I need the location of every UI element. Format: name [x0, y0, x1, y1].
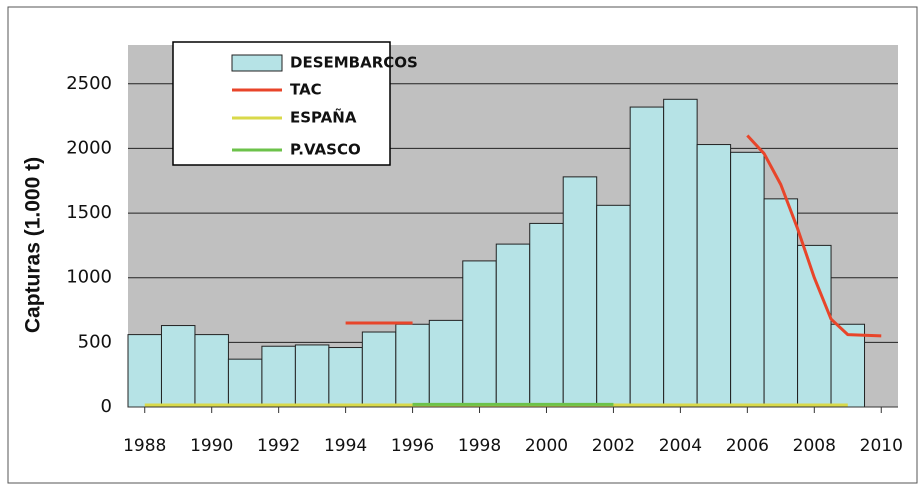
legend-label: DESEMBARCOS: [290, 54, 418, 72]
y-tick-label: 1500: [66, 202, 112, 223]
bar: [495, 243, 531, 408]
y-tick-label: 2000: [66, 137, 112, 158]
y-axis-label: Capturas (1.000 t): [22, 157, 45, 333]
legend-label: TAC: [290, 81, 322, 99]
bar: [227, 358, 263, 408]
bar: [261, 345, 296, 408]
x-tick-label: 2008: [793, 436, 836, 456]
x-tick-label: 1992: [257, 436, 300, 456]
legend-label: ESPAÑA: [290, 108, 357, 127]
bar: [127, 334, 162, 408]
bar: [529, 222, 564, 408]
bar: [361, 331, 397, 408]
legend-label: P.VASCO: [290, 141, 361, 159]
y-tick-label: 1000: [66, 267, 112, 288]
x-tick-label: 1996: [391, 436, 434, 456]
x-tick-label: 2000: [525, 436, 568, 456]
legend-swatch: [231, 54, 283, 72]
x-tick-label: 2010: [860, 436, 903, 456]
bar: [395, 323, 430, 408]
bar: [696, 144, 732, 408]
x-tick-label: 2004: [659, 436, 702, 456]
bar: [160, 325, 196, 408]
y-tick-label: 2500: [66, 73, 112, 94]
bar: [797, 244, 832, 408]
x-tick-label: 2002: [592, 436, 635, 456]
x-tick-label: 2006: [726, 436, 769, 456]
bar: [294, 344, 330, 408]
bar: [194, 334, 229, 408]
bar: [830, 323, 866, 408]
bar: [730, 151, 765, 408]
bar: [328, 347, 363, 408]
bar: [663, 98, 698, 408]
bar: [562, 176, 598, 408]
bar: [596, 204, 631, 408]
x-tick-label: 1998: [458, 436, 501, 456]
x-tick-label: 1988: [123, 436, 166, 456]
x-tick-label: 1990: [190, 436, 233, 456]
line: [345, 134, 882, 338]
bar: [462, 260, 497, 408]
x-tick-label: 1994: [324, 436, 367, 456]
y-tick-label: 500: [78, 331, 112, 352]
bar: [629, 106, 665, 408]
y-tick-label: 0: [101, 396, 112, 417]
bar: [763, 198, 799, 408]
bar: [428, 319, 464, 408]
